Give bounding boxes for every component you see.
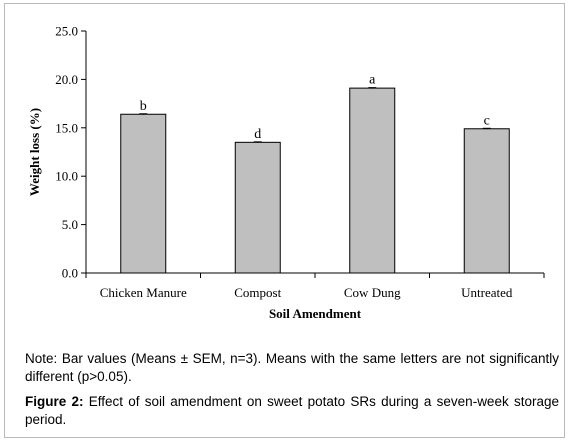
bar-chart: 0.0 5.0 10.0 15.0 20.0 25.0 b d a c Chicken Manu… (27, 24, 545, 321)
bars-group: b d a c (120, 73, 510, 274)
y-axis-title: Weight loss (%) (27, 108, 42, 196)
y-tick-label: 25.0 (55, 24, 78, 39)
x-tick-label: Chicken Manure (100, 285, 187, 300)
y-tick-label: 0.0 (62, 266, 78, 281)
x-axis-ticks: Chicken Manure Compost Cow Dung Untreated (85, 273, 545, 300)
x-tick-label: Untreated (461, 285, 513, 300)
bar (234, 141, 281, 274)
figure-caption-label: Figure 2: (25, 394, 84, 409)
significance-letter: c (484, 113, 490, 128)
chart-note: Note: Bar values (Means ± SEM, n=3). Mea… (25, 351, 559, 384)
significance-letter: b (140, 99, 147, 114)
x-tick-label: Cow Dung (344, 285, 401, 300)
figure-caption: Figure 2: Effect of soil amendment on sw… (25, 393, 559, 429)
x-axis-title: Soil Amendment (269, 306, 362, 321)
bar (349, 87, 396, 274)
y-tick-label: 20.0 (55, 72, 78, 87)
figure-panel: 0.0 5.0 10.0 15.0 20.0 25.0 b d a c Chicken Manu… (4, 3, 565, 438)
figure-caption-text: Effect of soil amendment on sweet potato… (25, 394, 559, 427)
significance-letter: d (254, 127, 261, 142)
y-tick-label: 10.0 (55, 169, 78, 184)
y-tick-label: 5.0 (62, 217, 78, 232)
bar (463, 128, 510, 274)
significance-letter: a (369, 73, 376, 88)
y-axis-ticks: 0.0 5.0 10.0 15.0 20.0 25.0 (55, 24, 86, 281)
x-tick-label: Compost (234, 285, 281, 300)
y-tick-label: 15.0 (55, 120, 78, 135)
bar (120, 113, 167, 274)
